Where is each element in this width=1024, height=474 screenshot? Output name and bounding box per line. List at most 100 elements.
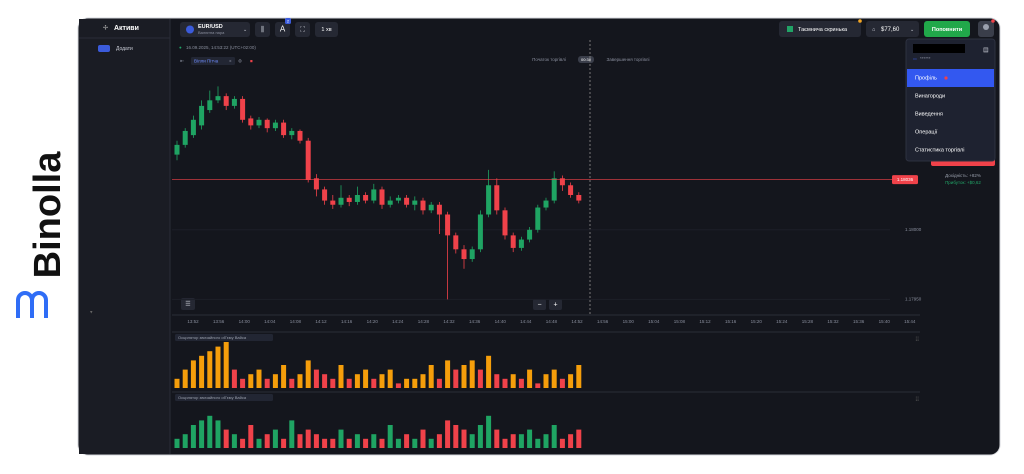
price-tag	[892, 175, 918, 185]
volume-bar	[322, 374, 328, 388]
volume-bar	[486, 415, 492, 448]
volume-bar	[387, 369, 393, 388]
x-tick-label: 15:08	[674, 319, 686, 324]
volume-bar	[428, 438, 434, 448]
candle-body	[313, 178, 319, 190]
add-button[interactable]: Додати	[116, 46, 133, 52]
collapse[interactable]: ▾	[90, 309, 93, 315]
volume-bar	[395, 438, 401, 448]
volume-bar	[395, 383, 401, 388]
x-tick-label: 15:12	[699, 319, 711, 324]
x-tick-label: 14:40	[495, 319, 507, 324]
volume-bar	[453, 425, 459, 448]
volume-bar	[313, 434, 319, 448]
indicators-button[interactable]	[275, 22, 290, 37]
x-tick-label: 14:16	[341, 319, 353, 324]
chevron: ⌄	[910, 27, 914, 33]
volume-bar	[551, 369, 557, 388]
candle-body	[289, 130, 295, 136]
volume-bar	[502, 438, 508, 448]
volume-bar	[486, 355, 492, 388]
menu-item[interactable]: Винагороди	[915, 93, 945, 99]
delete-icon[interactable]: ■	[250, 58, 253, 63]
volume-bar	[346, 438, 352, 448]
asset: EUR/USD	[198, 24, 223, 30]
volume-bar	[182, 434, 188, 448]
indicator-tag[interactable]	[191, 57, 235, 65]
drag-handle[interactable]: ⠿	[915, 397, 919, 404]
menu-item[interactable]: Операції	[915, 129, 938, 135]
candle-body	[297, 130, 303, 141]
x-tick-label: 14:44	[520, 319, 532, 324]
settings-icon[interactable]: ⚙	[238, 58, 243, 63]
y-tick-label: 1.17950	[905, 297, 922, 302]
volume-bar	[215, 420, 221, 448]
volume-bar	[363, 438, 369, 448]
icon: ▤	[983, 48, 989, 54]
volume-bar	[248, 425, 254, 448]
volume-bar	[297, 374, 303, 388]
menu-highlight	[907, 69, 994, 87]
volume-bar	[281, 365, 287, 388]
candle-body	[281, 122, 287, 136]
volume-bar	[338, 365, 344, 388]
menu-item[interactable]: Профіль	[915, 75, 937, 81]
gift-icon	[787, 26, 793, 32]
volume-bar	[477, 425, 483, 448]
zoom-in[interactable]	[549, 299, 562, 310]
payout: Дохідність: +82%	[945, 173, 981, 178]
volume-bar	[445, 360, 451, 388]
volume-bar	[322, 438, 328, 448]
candle-body	[436, 204, 442, 215]
balance-button[interactable]	[866, 21, 919, 37]
chart-type-button[interactable]	[255, 22, 270, 37]
asset-selector[interactable]	[180, 22, 250, 37]
candle-body	[420, 200, 426, 211]
volume-bar	[502, 378, 508, 388]
volume-bar	[518, 378, 524, 388]
drag-handle[interactable]: ⠿	[915, 337, 919, 344]
candle-body	[248, 118, 254, 126]
timeframe-button[interactable]	[315, 22, 338, 37]
settings-button[interactable]	[181, 298, 195, 310]
menu-item[interactable]: Статистика торгівлі	[915, 147, 964, 153]
drawings-button[interactable]	[295, 22, 310, 37]
dot: ●	[179, 45, 182, 50]
mystery-box-button[interactable]	[779, 21, 861, 37]
volume-bar	[469, 434, 475, 448]
x-tick-label: 15:24	[776, 319, 788, 324]
icon: A	[280, 25, 286, 34]
x-tick-label: 14:12	[315, 319, 327, 324]
volume-bar	[494, 374, 500, 388]
candle-body	[190, 119, 196, 136]
candle-body	[379, 189, 385, 205]
dot	[858, 19, 862, 23]
volume-bar	[354, 434, 360, 448]
current-price: 1.18036	[897, 177, 914, 182]
volume-bar	[461, 429, 467, 448]
close-icon[interactable]: ×	[229, 58, 232, 63]
plot: 1.18000 1.17950 13:52 13:56 14:00 14:04 14:08 1…	[172, 86, 922, 448]
candle-body	[576, 195, 582, 201]
volume-bar	[272, 374, 278, 388]
volume-bar	[272, 429, 278, 448]
volume-bar	[412, 378, 418, 388]
volume-bar	[207, 415, 213, 448]
volume-bar	[436, 434, 442, 448]
x-tick-label: 14:28	[418, 319, 430, 324]
volume-bar	[264, 434, 270, 448]
flag	[186, 25, 194, 34]
x-tick-label: 13:52	[187, 319, 199, 324]
icon: ⫼	[261, 25, 264, 33]
candle-body	[543, 200, 549, 208]
panel-tag	[175, 394, 273, 401]
candle-body	[231, 98, 237, 106]
candle-body	[387, 200, 393, 205]
panel-label: Осцилятор звичайного обʼєму Вайса	[178, 395, 247, 400]
candle-body	[322, 189, 328, 201]
zoom-out[interactable]	[533, 299, 546, 310]
deposit-button[interactable]	[924, 21, 970, 37]
add-icon[interactable]	[98, 45, 110, 52]
timeframe: 1 хв	[321, 27, 331, 33]
menu-item[interactable]: Виведення	[915, 111, 943, 117]
